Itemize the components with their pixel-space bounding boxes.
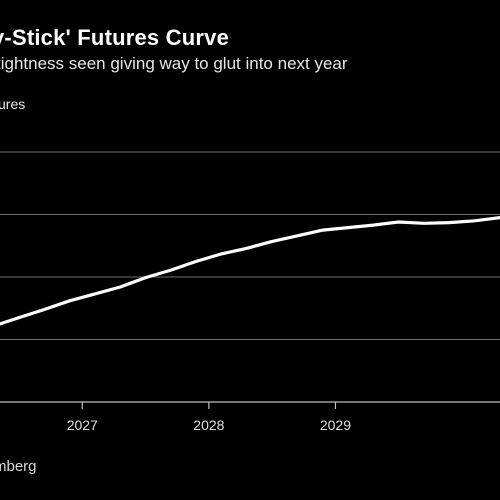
futures-curve-line	[0, 216, 500, 326]
chart-subtitle: tightness seen giving way to glut into n…	[0, 54, 348, 73]
grid-layer	[0, 151, 500, 340]
x-tick-label-2029: 2029	[320, 417, 351, 433]
unit-label: ures	[0, 96, 26, 112]
x-tick-label-2027: 2027	[67, 417, 98, 433]
series-layer	[0, 216, 500, 326]
chart-title: y-Stick' Futures Curve	[0, 25, 230, 50]
x-tick-label-2028: 2028	[193, 417, 224, 433]
x-axis: 2027 2028 2029	[0, 401, 500, 433]
source-note: mberg	[0, 458, 37, 475]
